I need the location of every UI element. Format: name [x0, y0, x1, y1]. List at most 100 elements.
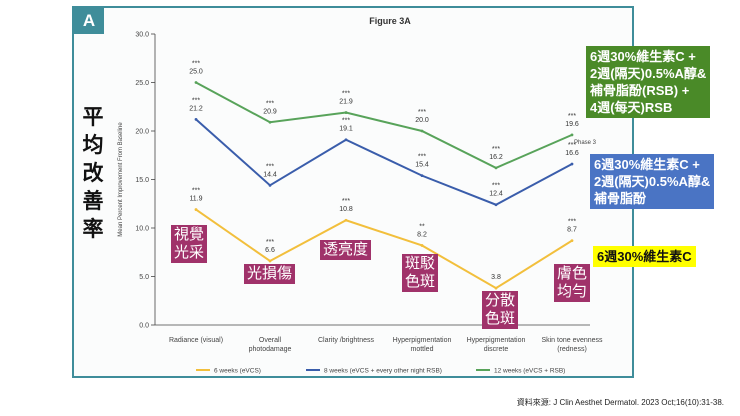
x-tick-label: Overall: [259, 337, 282, 344]
callout-line: 6週30%維生素C: [597, 249, 692, 264]
legend-label: 6 weeks (eVCS): [214, 368, 261, 375]
data-label: 19.6: [565, 121, 579, 128]
significance-marker: ***: [418, 154, 426, 161]
zh-label-line: 視覺: [174, 226, 205, 243]
data-label: 25.0: [189, 69, 203, 76]
zh-label-line: 均勻: [557, 283, 588, 300]
significance-marker: ***: [192, 97, 200, 104]
side-title: 平 均 改 善 率: [78, 104, 108, 244]
data-point: [420, 129, 424, 133]
callout-6-weeks: 6週30%維生素C: [593, 246, 696, 267]
data-label: 21.2: [189, 105, 203, 112]
y-tick-label: 25.0: [135, 80, 149, 87]
side-title-char: 均: [82, 134, 104, 157]
data-label: 10.8: [339, 206, 353, 213]
significance-marker: ***: [418, 109, 426, 116]
y-tick-label: 10.0: [135, 226, 149, 233]
data-point: [570, 239, 574, 243]
data-label: 14.4: [263, 171, 277, 178]
significance-marker: ***: [266, 239, 274, 246]
significance-marker: ***: [192, 188, 200, 195]
data-point: [268, 120, 272, 124]
zh-label-discrete: 分散 色斑: [482, 291, 519, 329]
significance-marker: ***: [568, 219, 576, 226]
significance-marker: ***: [342, 198, 350, 205]
data-label: 20.9: [263, 108, 277, 115]
callout-line: 6週30%維生素C +: [594, 157, 700, 172]
zh-label-line: 光損傷: [247, 265, 293, 282]
chart-title: Figure 3A: [369, 16, 411, 26]
phase-annotation: Phase 3: [574, 140, 597, 146]
side-title-char: 改: [82, 162, 104, 185]
zh-label-line: 分散: [485, 292, 516, 309]
significance-marker: ***: [492, 183, 500, 190]
data-label: 3.8: [491, 274, 501, 281]
side-title-char: 率: [82, 218, 104, 241]
data-point: [420, 174, 424, 178]
y-tick-label: 15.0: [135, 177, 149, 184]
data-label: 16.2: [489, 154, 503, 161]
y-axis-title: Mean Percent Improvement From Baseline: [118, 122, 124, 237]
series-line: [195, 208, 573, 290]
callout-line: 補骨脂酚: [594, 191, 647, 206]
data-label: 15.4: [415, 162, 429, 169]
significance-marker: **: [419, 223, 425, 230]
x-tick-label: Hyperpigmentation: [467, 337, 526, 344]
x-tick-label: Clarity /brightness: [318, 337, 375, 344]
callout-line: 2週(隔天)0.5%A醇&: [594, 174, 711, 189]
callout-8-weeks: 6週30%維生素C + 2週(隔天)0.5%A醇& 補骨脂酚: [590, 154, 715, 209]
significance-marker: ***: [342, 118, 350, 125]
zh-label-evenness: 膚色 均勻: [554, 264, 591, 302]
zh-label-line: 膚色: [557, 265, 588, 282]
zh-label-clarity: 透亮度: [320, 240, 372, 260]
data-point: [494, 166, 498, 170]
legend-label: 12 weeks (eVCS + RSB): [494, 368, 565, 375]
legend-label: 8 weeks (eVCS + every other night RSB): [324, 368, 442, 375]
callout-line: 4週(每天)RSB: [590, 100, 673, 115]
zh-label-radiance: 視覺 光采: [171, 225, 208, 263]
data-point: [344, 218, 348, 222]
series-line: [195, 81, 573, 169]
x-tick-label: mottled: [411, 346, 434, 353]
callout-line: 補骨脂酚(RSB) +: [590, 83, 690, 98]
data-point: [344, 138, 348, 142]
data-point: [194, 81, 198, 84]
data-point: [268, 183, 272, 187]
data-point: [194, 117, 198, 121]
data-point: [494, 203, 498, 207]
significance-marker: ***: [266, 163, 274, 170]
y-tick-label: 20.0: [135, 129, 149, 136]
data-point: [268, 259, 272, 263]
data-point: [420, 244, 424, 247]
data-label: 8.2: [417, 231, 427, 238]
zh-label-mottled: 斑駁 色斑: [402, 254, 439, 292]
x-tick-label: Radiance (visual): [169, 337, 223, 344]
callout-12-weeks: 6週30%維生素C + 2週(隔天)0.5%A醇& 補骨脂酚(RSB) + 4週…: [586, 46, 711, 118]
data-label: 12.4: [489, 191, 503, 198]
x-tick-label: photodamage: [249, 346, 292, 353]
significance-marker: ***: [342, 91, 350, 98]
significance-marker: ***: [568, 113, 576, 120]
callout-line: 2週(隔天)0.5%A醇&: [590, 66, 707, 81]
significance-marker: ***: [492, 146, 500, 153]
zh-label-line: 透亮度: [323, 241, 369, 258]
source-citation: 資料來源: J Clin Aesthet Dermatol. 2023 Oct;…: [516, 398, 724, 407]
data-label: 11.9: [189, 196, 202, 203]
significance-marker: ***: [266, 100, 274, 107]
data-label: 8.7: [567, 227, 577, 234]
x-tick-label: Hyperpigmentation: [393, 337, 452, 344]
data-label: 6.6: [265, 247, 275, 254]
x-tick-label: (redness): [557, 346, 587, 353]
data-point: [194, 208, 198, 211]
side-title-char: 善: [82, 190, 104, 213]
data-point: [344, 111, 348, 114]
series-line: [195, 118, 573, 206]
significance-marker: ***: [192, 61, 200, 68]
y-tick-label: 30.0: [135, 32, 149, 39]
panel-label: A: [74, 8, 104, 34]
data-label: 20.0: [415, 117, 429, 124]
x-tick-label: discrete: [484, 346, 509, 353]
zh-label-line: 斑駁: [405, 255, 436, 272]
data-label: 16.6: [565, 150, 579, 157]
data-point: [570, 162, 574, 166]
